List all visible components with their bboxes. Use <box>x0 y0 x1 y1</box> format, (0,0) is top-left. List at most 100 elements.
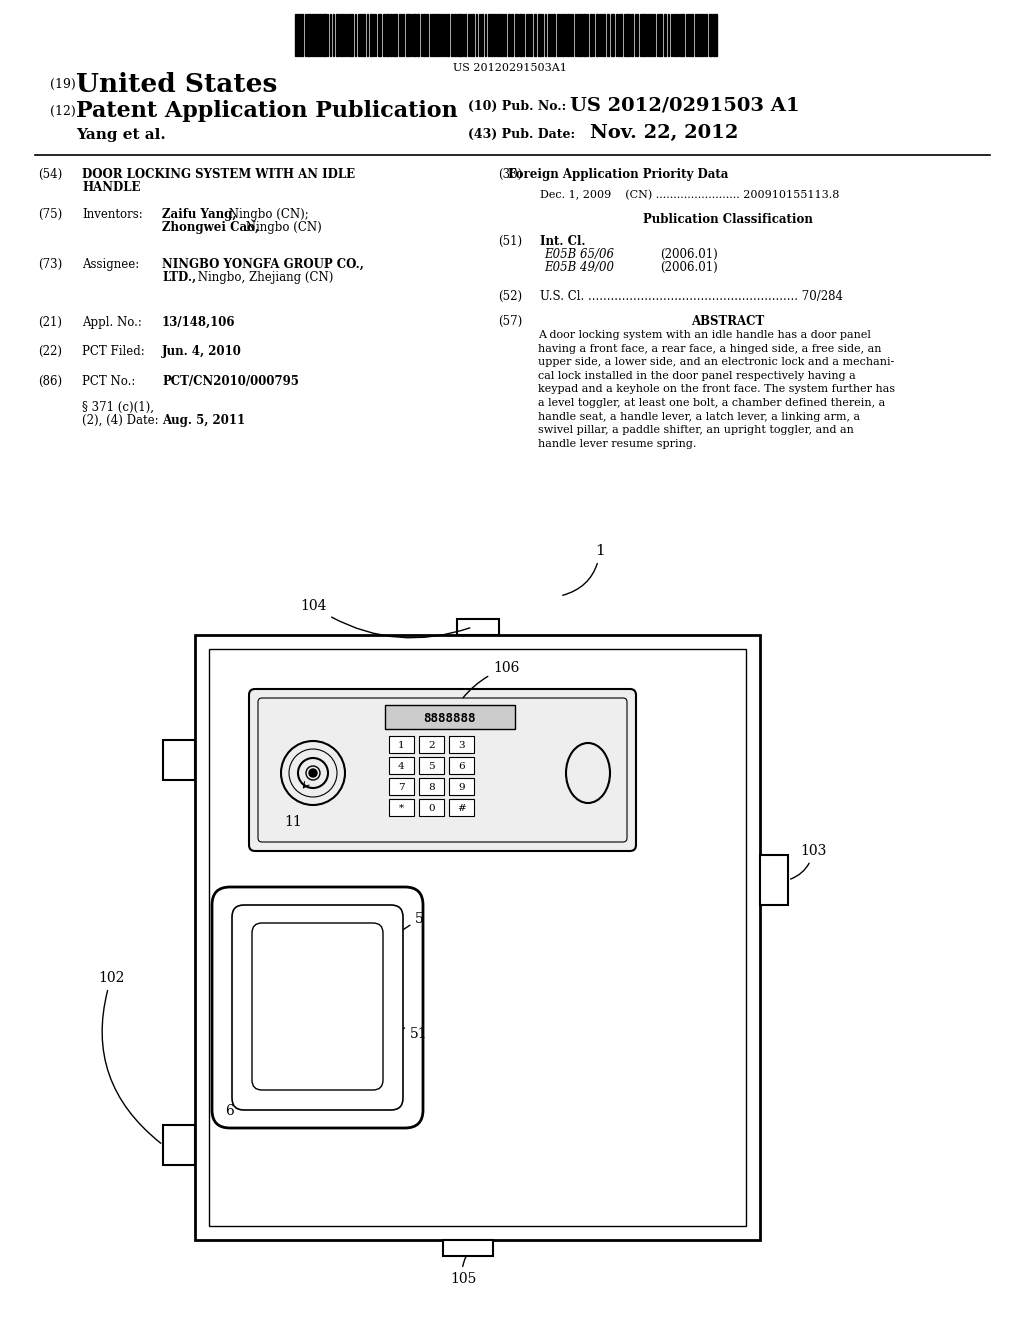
Bar <box>462 15 463 55</box>
Text: United States: United States <box>76 73 278 96</box>
Text: 4: 4 <box>398 762 404 771</box>
Text: U.S. Cl. ........................................................ 70/284: U.S. Cl. ...............................… <box>540 290 843 304</box>
Bar <box>530 15 532 55</box>
Bar <box>497 15 499 55</box>
Text: Inventors:: Inventors: <box>82 209 142 220</box>
Bar <box>593 15 594 55</box>
Bar <box>393 15 397 55</box>
Bar <box>442 1239 493 1257</box>
Bar <box>664 15 666 55</box>
Bar <box>426 15 428 55</box>
Bar <box>680 15 683 55</box>
Bar <box>449 737 474 752</box>
Bar <box>583 15 586 55</box>
Bar <box>641 15 644 55</box>
Bar <box>386 15 389 55</box>
Bar <box>406 15 410 55</box>
Bar <box>419 777 444 795</box>
Text: Jun. 4, 2010: Jun. 4, 2010 <box>162 345 242 358</box>
Text: Int. Cl.: Int. Cl. <box>540 235 586 248</box>
Bar <box>350 15 353 55</box>
Bar <box>417 15 419 55</box>
Text: A door locking system with an idle handle has a door panel
having a front face, : A door locking system with an idle handl… <box>538 330 895 449</box>
Text: Zaifu Yang,: Zaifu Yang, <box>162 209 237 220</box>
Text: PCT/CN2010/000795: PCT/CN2010/000795 <box>162 375 299 388</box>
Bar <box>398 15 400 55</box>
Text: 0: 0 <box>428 804 435 813</box>
Text: (57): (57) <box>498 315 522 327</box>
Bar <box>449 799 474 816</box>
Text: 104: 104 <box>300 599 470 638</box>
Bar <box>383 15 384 55</box>
Text: US 20120291503A1: US 20120291503A1 <box>453 63 567 73</box>
Text: HANDLE: HANDLE <box>82 181 140 194</box>
Bar <box>538 15 541 55</box>
Bar <box>545 15 546 55</box>
Text: (30): (30) <box>498 168 522 181</box>
Bar <box>659 15 662 55</box>
Bar <box>419 737 444 752</box>
Bar <box>652 15 654 55</box>
Bar <box>596 15 597 55</box>
Bar <box>500 15 502 55</box>
Bar <box>447 15 449 55</box>
Text: 11: 11 <box>284 814 302 829</box>
Bar <box>700 15 702 55</box>
Bar <box>209 649 746 1226</box>
Bar <box>577 15 579 55</box>
Bar <box>691 15 693 55</box>
Text: (10) Pub. No.:: (10) Pub. No.: <box>468 100 566 114</box>
FancyBboxPatch shape <box>232 906 403 1110</box>
Bar <box>656 15 658 55</box>
Text: Assignee:: Assignee: <box>82 257 139 271</box>
Bar <box>163 741 195 780</box>
Bar <box>336 15 338 55</box>
Text: Patent Application Publication: Patent Application Publication <box>76 100 458 121</box>
Text: 9: 9 <box>458 783 465 792</box>
Bar <box>360 15 361 55</box>
Text: 51: 51 <box>383 1027 428 1041</box>
Bar <box>390 15 391 55</box>
Bar <box>590 15 592 55</box>
Bar <box>687 15 689 55</box>
Bar <box>339 15 340 55</box>
Text: 2: 2 <box>428 741 435 750</box>
Text: (54): (54) <box>38 168 62 181</box>
Bar <box>457 619 499 635</box>
Bar <box>345 15 347 55</box>
Bar <box>508 15 510 55</box>
Bar <box>626 15 630 55</box>
Bar <box>567 15 569 55</box>
Bar <box>449 756 474 774</box>
Text: (86): (86) <box>38 375 62 388</box>
Bar <box>317 15 321 55</box>
Text: Ningbo (CN);: Ningbo (CN); <box>225 209 309 220</box>
Bar <box>534 15 536 55</box>
Text: Ningbo, Zhejiang (CN): Ningbo, Zhejiang (CN) <box>194 271 334 284</box>
Bar <box>432 15 433 55</box>
Bar <box>315 15 316 55</box>
Bar <box>301 15 303 55</box>
Bar <box>556 15 558 55</box>
Text: PCT No.:: PCT No.: <box>82 375 135 388</box>
Bar <box>419 799 444 816</box>
Bar <box>490 15 493 55</box>
Bar <box>519 15 522 55</box>
Bar <box>370 15 372 55</box>
Text: § 371 (c)(1),: § 371 (c)(1), <box>82 401 154 414</box>
Text: (43) Pub. Date:: (43) Pub. Date: <box>468 128 575 141</box>
Bar <box>413 15 416 55</box>
Bar <box>419 756 444 774</box>
Bar <box>373 15 374 55</box>
Bar <box>548 15 550 55</box>
Text: Yang et al.: Yang et al. <box>76 128 166 143</box>
Bar <box>675 15 677 55</box>
Bar <box>515 15 518 55</box>
Bar <box>481 15 483 55</box>
Bar <box>389 737 414 752</box>
Bar <box>472 15 474 55</box>
Bar <box>603 15 605 55</box>
Text: NINGBO YONGFA GROUP CO.,: NINGBO YONGFA GROUP CO., <box>162 257 364 271</box>
Text: 7: 7 <box>398 783 404 792</box>
Bar <box>322 15 326 55</box>
